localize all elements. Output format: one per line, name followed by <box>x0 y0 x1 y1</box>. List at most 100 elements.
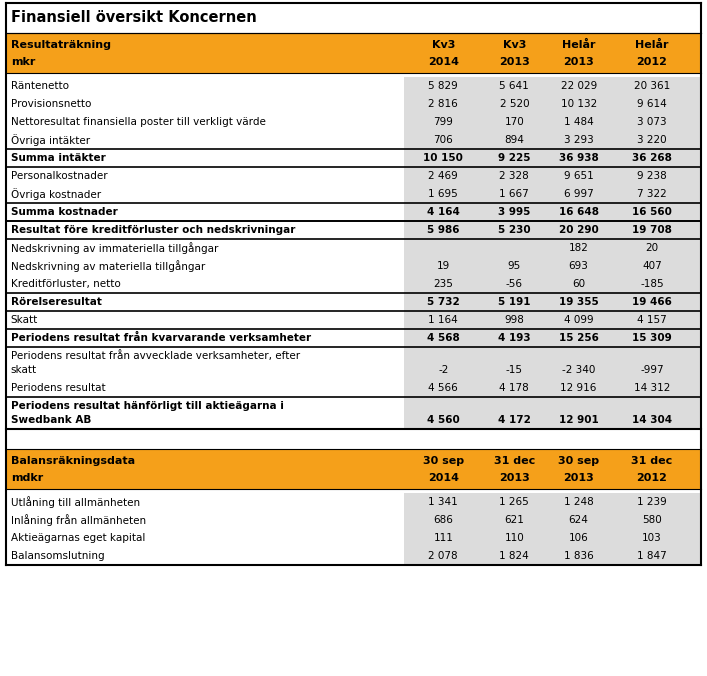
Text: Utlåning till allmänheten: Utlåning till allmänheten <box>11 496 140 508</box>
Bar <box>404 113 701 131</box>
Bar <box>6 113 404 131</box>
Text: 20: 20 <box>645 243 658 253</box>
Text: 3 220: 3 220 <box>637 135 667 145</box>
Bar <box>404 379 701 397</box>
Text: 407: 407 <box>642 261 662 271</box>
Bar <box>404 397 701 429</box>
Text: 4 568: 4 568 <box>427 333 460 343</box>
Text: Aktieägarnas eget kapital: Aktieägarnas eget kapital <box>11 533 145 543</box>
Text: 19 355: 19 355 <box>559 297 599 307</box>
Bar <box>404 77 701 95</box>
Text: 36 938: 36 938 <box>559 153 599 163</box>
Text: 9 238: 9 238 <box>637 171 667 181</box>
Text: Kv3: Kv3 <box>431 40 455 50</box>
Bar <box>404 529 701 547</box>
Text: 110: 110 <box>505 533 524 543</box>
Text: 235: 235 <box>433 279 453 289</box>
Text: 15 309: 15 309 <box>632 333 672 343</box>
Text: Periodens resultat hänförligt till aktieägarna i: Periodens resultat hänförligt till aktie… <box>11 401 284 411</box>
Text: 1 248: 1 248 <box>563 497 594 507</box>
Text: 4 164: 4 164 <box>427 207 460 217</box>
Bar <box>6 547 404 565</box>
Text: 706: 706 <box>433 135 453 145</box>
Text: 894: 894 <box>504 135 525 145</box>
Bar <box>404 329 701 347</box>
Bar <box>6 511 404 529</box>
Bar <box>404 239 701 257</box>
Text: 31 dec: 31 dec <box>493 456 535 466</box>
Bar <box>6 493 404 511</box>
Text: 799: 799 <box>433 117 453 127</box>
Text: 9 614: 9 614 <box>637 99 667 109</box>
Text: 5 986: 5 986 <box>427 225 460 235</box>
Bar <box>6 95 404 113</box>
Text: 3 293: 3 293 <box>563 135 594 145</box>
Bar <box>6 449 701 489</box>
Text: Periodens resultat från avvecklade verksamheter, efter: Periodens resultat från avvecklade verks… <box>11 351 300 362</box>
Text: 2012: 2012 <box>636 473 667 483</box>
Text: 20 290: 20 290 <box>559 225 599 235</box>
Bar <box>404 257 701 275</box>
Text: 2 328: 2 328 <box>499 171 530 181</box>
Text: Kv3: Kv3 <box>503 40 526 50</box>
Text: Nettoresultat finansiella poster till verkligt värde: Nettoresultat finansiella poster till ve… <box>11 117 266 127</box>
Bar <box>404 95 701 113</box>
Text: 9 225: 9 225 <box>498 153 530 163</box>
Text: 693: 693 <box>568 261 589 271</box>
Bar <box>6 167 404 185</box>
Bar <box>404 511 701 529</box>
Text: Inlåning från allmänheten: Inlåning från allmänheten <box>11 514 146 526</box>
Bar <box>404 185 701 203</box>
Text: 15 256: 15 256 <box>559 333 599 343</box>
Bar <box>404 493 701 511</box>
Text: 10 150: 10 150 <box>423 153 463 163</box>
Bar <box>6 131 404 149</box>
Bar <box>6 33 701 73</box>
Text: 4 566: 4 566 <box>428 383 458 393</box>
Text: 2 078: 2 078 <box>428 551 458 561</box>
Text: 20 361: 20 361 <box>633 81 670 91</box>
Text: 998: 998 <box>504 315 525 325</box>
Text: 4 178: 4 178 <box>499 383 530 393</box>
Text: 580: 580 <box>642 515 662 525</box>
Text: -2: -2 <box>438 365 448 375</box>
Text: Swedbank AB: Swedbank AB <box>11 415 91 425</box>
Bar <box>6 257 404 275</box>
Text: 2012: 2012 <box>636 57 667 67</box>
Text: 16 560: 16 560 <box>632 207 672 217</box>
Text: 1 836: 1 836 <box>563 551 594 561</box>
Text: 7 322: 7 322 <box>637 189 667 199</box>
Text: 19 708: 19 708 <box>632 225 672 235</box>
Text: 36 268: 36 268 <box>632 153 672 163</box>
Text: 30 sep: 30 sep <box>423 456 464 466</box>
Text: 4 099: 4 099 <box>564 315 593 325</box>
Text: 1 164: 1 164 <box>428 315 458 325</box>
Text: Kreditförluster, netto: Kreditförluster, netto <box>11 279 120 289</box>
Bar <box>404 131 701 149</box>
Bar <box>404 167 701 185</box>
Bar <box>6 329 404 347</box>
Bar <box>404 547 701 565</box>
Text: 2014: 2014 <box>428 473 459 483</box>
Text: 2 520: 2 520 <box>500 99 529 109</box>
Text: Finansiell översikt Koncernen: Finansiell översikt Koncernen <box>11 11 257 26</box>
Text: 111: 111 <box>433 533 453 543</box>
Bar <box>404 347 701 379</box>
Bar <box>6 239 404 257</box>
Text: 10 132: 10 132 <box>561 99 597 109</box>
Text: mdkr: mdkr <box>11 473 43 483</box>
Bar <box>6 293 404 311</box>
Text: -997: -997 <box>640 365 664 375</box>
Bar <box>6 379 404 397</box>
Text: 19: 19 <box>437 261 450 271</box>
Text: 2014: 2014 <box>428 57 459 67</box>
Text: 624: 624 <box>568 515 589 525</box>
Text: 2013: 2013 <box>499 473 530 483</box>
Bar <box>6 3 701 33</box>
Text: 16 648: 16 648 <box>559 207 599 217</box>
Text: 2013: 2013 <box>563 473 594 483</box>
Text: 60: 60 <box>572 279 585 289</box>
Text: Periodens resultat från kvarvarande verksamheter: Periodens resultat från kvarvarande verk… <box>11 333 311 343</box>
Text: 3 073: 3 073 <box>637 117 667 127</box>
Text: Helår: Helår <box>635 40 669 50</box>
